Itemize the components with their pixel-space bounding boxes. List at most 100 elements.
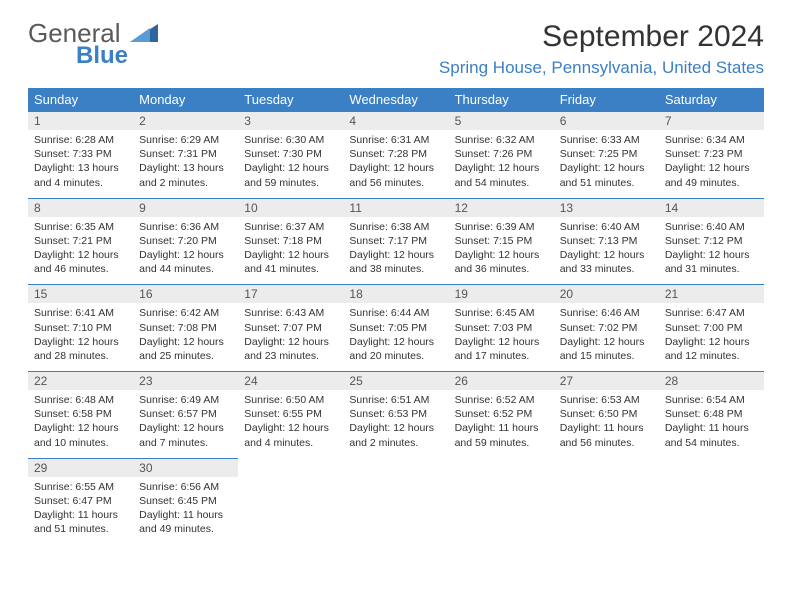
- day-body: Sunrise: 6:38 AMSunset: 7:17 PMDaylight:…: [343, 217, 448, 285]
- sunrise-text: Sunrise: 6:45 AM: [455, 306, 548, 320]
- sunset-text: Sunset: 7:21 PM: [34, 234, 127, 248]
- day-cell: [659, 458, 764, 545]
- sunset-text: Sunset: 7:05 PM: [349, 321, 442, 335]
- sunset-text: Sunset: 7:26 PM: [455, 147, 548, 161]
- col-thursday: Thursday: [449, 88, 554, 111]
- day-body: Sunrise: 6:37 AMSunset: 7:18 PMDaylight:…: [238, 217, 343, 285]
- day-cell: 16Sunrise: 6:42 AMSunset: 7:08 PMDayligh…: [133, 284, 238, 371]
- location-subtitle: Spring House, Pennsylvania, United State…: [439, 58, 764, 78]
- sunrise-text: Sunrise: 6:47 AM: [665, 306, 758, 320]
- weekday-header-row: Sunday Monday Tuesday Wednesday Thursday…: [28, 88, 764, 111]
- day-body: Sunrise: 6:28 AMSunset: 7:33 PMDaylight:…: [28, 130, 133, 198]
- calendar-page: General Blue September 2024 Spring House…: [0, 0, 792, 564]
- day-cell: 3Sunrise: 6:30 AMSunset: 7:30 PMDaylight…: [238, 111, 343, 198]
- day-number: 14: [659, 198, 764, 217]
- day-number: 2: [133, 111, 238, 130]
- day-cell: 6Sunrise: 6:33 AMSunset: 7:25 PMDaylight…: [554, 111, 659, 198]
- day-cell: 28Sunrise: 6:54 AMSunset: 6:48 PMDayligh…: [659, 371, 764, 458]
- sunrise-text: Sunrise: 6:42 AM: [139, 306, 232, 320]
- day-number: 28: [659, 371, 764, 390]
- sunset-text: Sunset: 6:48 PM: [665, 407, 758, 421]
- daylight-text: Daylight: 13 hours and 2 minutes.: [139, 161, 232, 189]
- daylight-text: Daylight: 11 hours and 59 minutes.: [455, 421, 548, 449]
- day-cell: 2Sunrise: 6:29 AMSunset: 7:31 PMDaylight…: [133, 111, 238, 198]
- day-number: 11: [343, 198, 448, 217]
- daylight-text: Daylight: 12 hours and 10 minutes.: [34, 421, 127, 449]
- col-monday: Monday: [133, 88, 238, 111]
- day-cell: 29Sunrise: 6:55 AMSunset: 6:47 PMDayligh…: [28, 458, 133, 545]
- day-cell: 21Sunrise: 6:47 AMSunset: 7:00 PMDayligh…: [659, 284, 764, 371]
- week-row: 8Sunrise: 6:35 AMSunset: 7:21 PMDaylight…: [28, 198, 764, 285]
- month-title: September 2024: [439, 20, 764, 54]
- day-body: Sunrise: 6:54 AMSunset: 6:48 PMDaylight:…: [659, 390, 764, 458]
- sunset-text: Sunset: 6:50 PM: [560, 407, 653, 421]
- daylight-text: Daylight: 12 hours and 4 minutes.: [244, 421, 337, 449]
- col-tuesday: Tuesday: [238, 88, 343, 111]
- day-body: Sunrise: 6:42 AMSunset: 7:08 PMDaylight:…: [133, 303, 238, 371]
- daylight-text: Daylight: 12 hours and 56 minutes.: [349, 161, 442, 189]
- sunrise-text: Sunrise: 6:28 AM: [34, 133, 127, 147]
- daylight-text: Daylight: 12 hours and 17 minutes.: [455, 335, 548, 363]
- day-cell: 13Sunrise: 6:40 AMSunset: 7:13 PMDayligh…: [554, 198, 659, 285]
- sunset-text: Sunset: 7:31 PM: [139, 147, 232, 161]
- day-body: Sunrise: 6:29 AMSunset: 7:31 PMDaylight:…: [133, 130, 238, 198]
- sunrise-text: Sunrise: 6:56 AM: [139, 480, 232, 494]
- day-body: [238, 462, 343, 524]
- sunrise-text: Sunrise: 6:46 AM: [560, 306, 653, 320]
- day-body: Sunrise: 6:56 AMSunset: 6:45 PMDaylight:…: [133, 477, 238, 545]
- weeks-container: 1Sunrise: 6:28 AMSunset: 7:33 PMDaylight…: [28, 111, 764, 544]
- day-body: [554, 462, 659, 524]
- day-number: 6: [554, 111, 659, 130]
- sunrise-text: Sunrise: 6:43 AM: [244, 306, 337, 320]
- day-cell: 22Sunrise: 6:48 AMSunset: 6:58 PMDayligh…: [28, 371, 133, 458]
- day-cell: [449, 458, 554, 545]
- day-body: Sunrise: 6:34 AMSunset: 7:23 PMDaylight:…: [659, 130, 764, 198]
- daylight-text: Daylight: 12 hours and 20 minutes.: [349, 335, 442, 363]
- sunset-text: Sunset: 7:20 PM: [139, 234, 232, 248]
- sunset-text: Sunset: 7:10 PM: [34, 321, 127, 335]
- day-cell: 11Sunrise: 6:38 AMSunset: 7:17 PMDayligh…: [343, 198, 448, 285]
- day-cell: [554, 458, 659, 545]
- col-friday: Friday: [554, 88, 659, 111]
- day-number: 25: [343, 371, 448, 390]
- sunset-text: Sunset: 7:07 PM: [244, 321, 337, 335]
- day-body: Sunrise: 6:53 AMSunset: 6:50 PMDaylight:…: [554, 390, 659, 458]
- daylight-text: Daylight: 12 hours and 44 minutes.: [139, 248, 232, 276]
- day-number: 27: [554, 371, 659, 390]
- day-body: Sunrise: 6:47 AMSunset: 7:00 PMDaylight:…: [659, 303, 764, 371]
- day-number: 8: [28, 198, 133, 217]
- day-number: 18: [343, 284, 448, 303]
- day-cell: 10Sunrise: 6:37 AMSunset: 7:18 PMDayligh…: [238, 198, 343, 285]
- day-number: 16: [133, 284, 238, 303]
- day-cell: [343, 458, 448, 545]
- day-cell: 14Sunrise: 6:40 AMSunset: 7:12 PMDayligh…: [659, 198, 764, 285]
- daylight-text: Daylight: 12 hours and 31 minutes.: [665, 248, 758, 276]
- sunrise-text: Sunrise: 6:41 AM: [34, 306, 127, 320]
- sunset-text: Sunset: 7:33 PM: [34, 147, 127, 161]
- sunset-text: Sunset: 7:12 PM: [665, 234, 758, 248]
- sunrise-text: Sunrise: 6:37 AM: [244, 220, 337, 234]
- day-cell: 19Sunrise: 6:45 AMSunset: 7:03 PMDayligh…: [449, 284, 554, 371]
- week-row: 29Sunrise: 6:55 AMSunset: 6:47 PMDayligh…: [28, 458, 764, 545]
- day-body: Sunrise: 6:46 AMSunset: 7:02 PMDaylight:…: [554, 303, 659, 371]
- week-row: 1Sunrise: 6:28 AMSunset: 7:33 PMDaylight…: [28, 111, 764, 198]
- sunset-text: Sunset: 6:47 PM: [34, 494, 127, 508]
- day-cell: 8Sunrise: 6:35 AMSunset: 7:21 PMDaylight…: [28, 198, 133, 285]
- daylight-text: Daylight: 11 hours and 54 minutes.: [665, 421, 758, 449]
- day-number: 5: [449, 111, 554, 130]
- day-number: 13: [554, 198, 659, 217]
- day-body: [659, 462, 764, 524]
- day-number: 19: [449, 284, 554, 303]
- sunset-text: Sunset: 7:08 PM: [139, 321, 232, 335]
- sunset-text: Sunset: 6:52 PM: [455, 407, 548, 421]
- day-body: [449, 462, 554, 524]
- sunrise-text: Sunrise: 6:30 AM: [244, 133, 337, 147]
- day-cell: 23Sunrise: 6:49 AMSunset: 6:57 PMDayligh…: [133, 371, 238, 458]
- day-number: 22: [28, 371, 133, 390]
- sunrise-text: Sunrise: 6:38 AM: [349, 220, 442, 234]
- title-block: September 2024 Spring House, Pennsylvani…: [439, 20, 764, 78]
- day-cell: 5Sunrise: 6:32 AMSunset: 7:26 PMDaylight…: [449, 111, 554, 198]
- daylight-text: Daylight: 12 hours and 12 minutes.: [665, 335, 758, 363]
- day-number: 7: [659, 111, 764, 130]
- day-body: Sunrise: 6:49 AMSunset: 6:57 PMDaylight:…: [133, 390, 238, 458]
